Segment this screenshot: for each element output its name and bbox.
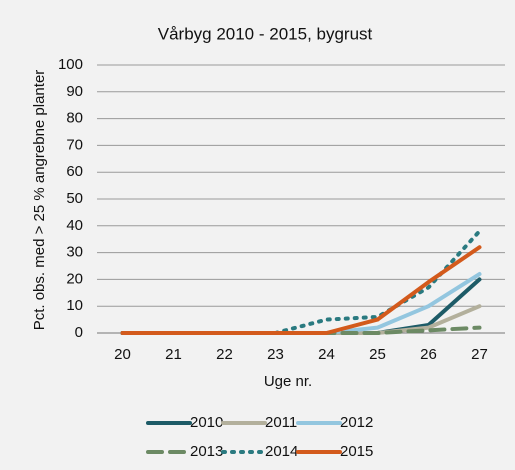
y-tick-label: 100 <box>58 56 83 73</box>
x-tick-label: 22 <box>216 346 233 363</box>
x-axis-label: Uge nr. <box>264 373 312 390</box>
y-tick-label: 60 <box>66 163 83 180</box>
chart-title: Vårbyg 2010 - 2015, bygrust <box>158 24 373 43</box>
y-tick-label: 70 <box>66 136 83 153</box>
series-line <box>120 245 482 335</box>
legend-label: 2013 <box>190 443 223 460</box>
series-line <box>120 229 482 335</box>
y-tick-label: 80 <box>66 110 83 127</box>
legend-label: 2015 <box>340 443 373 460</box>
legend-label: 2010 <box>190 414 223 431</box>
x-tick-label: 25 <box>369 346 386 363</box>
x-tick-label: 23 <box>267 346 284 363</box>
y-tick-label: 10 <box>66 297 83 314</box>
x-tick-label: 27 <box>471 346 488 363</box>
x-tick-label: 26 <box>420 346 437 363</box>
series-line <box>120 304 482 335</box>
y-tick-label: 0 <box>75 324 83 341</box>
x-tick-label: 24 <box>318 346 335 363</box>
legend-label: 2014 <box>265 443 298 460</box>
y-tick-label: 50 <box>66 190 83 207</box>
y-axis-label: Pct. obs. med > 25 % angrebne planter <box>31 70 48 331</box>
y-tick-label: 40 <box>66 217 83 234</box>
legend-label: 2011 <box>265 414 297 431</box>
y-tick-label: 90 <box>66 83 83 100</box>
y-tick-label: 30 <box>66 244 83 261</box>
x-tick-label: 20 <box>114 346 131 363</box>
legend-label: 2012 <box>340 414 373 431</box>
y-tick-label: 20 <box>66 270 83 287</box>
x-tick-label: 21 <box>165 346 182 363</box>
